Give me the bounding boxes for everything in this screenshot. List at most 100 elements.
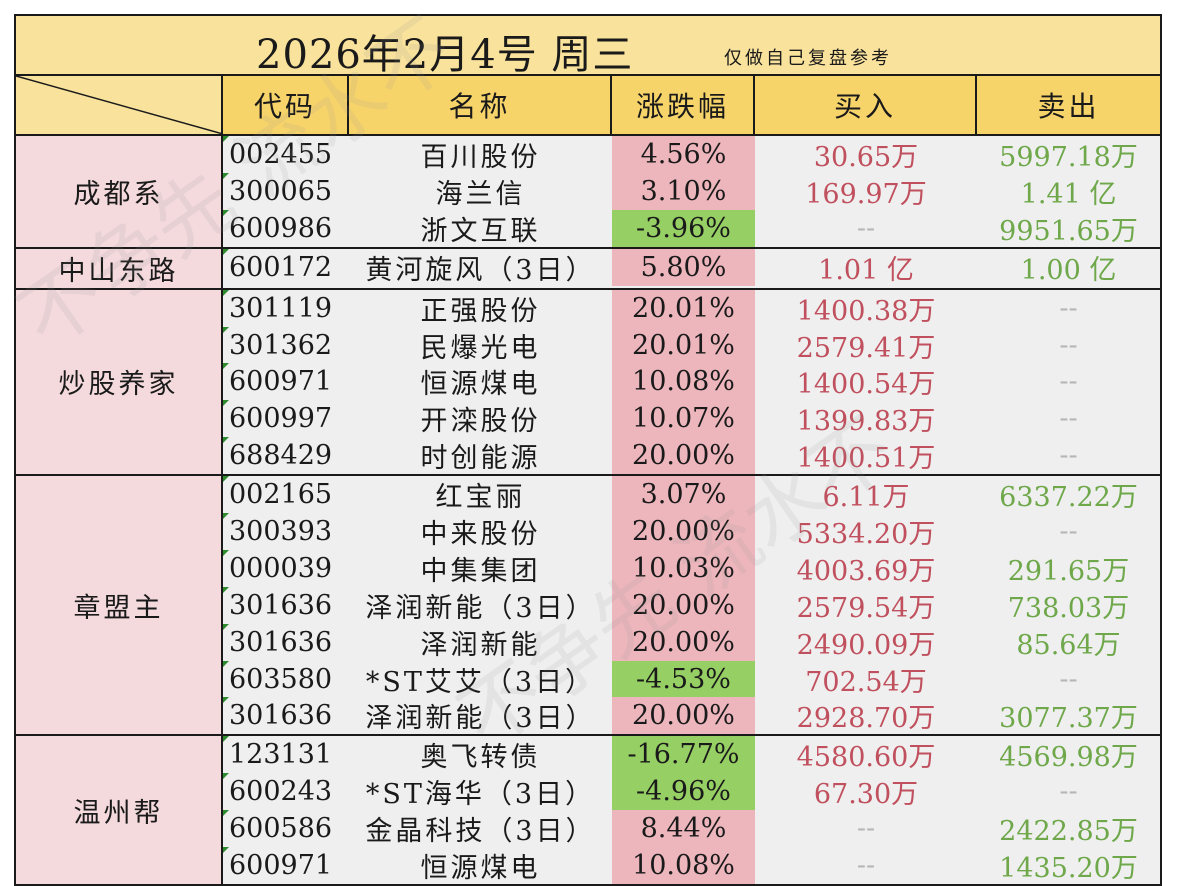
change-percent: 8.44%	[612, 810, 755, 848]
table-row: 301119 正强股份 20.01% 1400.38万 --	[223, 289, 1160, 327]
sell-amount: 9951.65万	[999, 215, 1138, 247]
stock-name: 正强股份	[420, 295, 541, 327]
stock-name: 金晶科技（3日）	[365, 816, 596, 848]
buy-amount: --	[856, 212, 876, 244]
table-row: 600971 恒源煤电 10.08% 1400.54万 --	[223, 363, 1160, 400]
change-percent: 5.80%	[612, 248, 755, 286]
group-block: 章盟主 002165 红宝丽 3.07% 6.11万 6337.22万 300393 中来股份…	[16, 476, 1160, 737]
page-subtitle: 仅做自己复盘参考	[724, 48, 892, 69]
group-block: 成都系 002455 百川股份 4.56% 30.65万 5997.18万 300065 海兰…	[16, 136, 1160, 249]
table-row: 600243 *ST海华（3日） -4.96% 67.30万 --	[223, 773, 1160, 810]
stock-name: *ST海华（3日）	[365, 779, 596, 811]
sell-amount: 85.64万	[1016, 629, 1121, 661]
group-label: 温州帮	[16, 736, 223, 884]
change-percent: 10.07%	[612, 400, 755, 438]
table-row: 600997 开滦股份 10.07% 1399.83万 --	[223, 400, 1160, 437]
stock-code: 600586	[223, 810, 349, 847]
sell-amount: --	[1059, 403, 1078, 435]
stock-code: 600172	[223, 248, 349, 286]
sell-amount: --	[1059, 440, 1078, 472]
stock-code: 002165	[223, 476, 349, 513]
buy-amount: 169.97万	[805, 178, 927, 210]
change-percent: 10.08%	[612, 847, 755, 884]
stock-code: 301636	[223, 697, 349, 734]
buy-amount: 1400.54万	[796, 369, 936, 401]
sell-amount: --	[1059, 292, 1078, 324]
group-block: 中山东路 600172 黄河旋风（3日） 5.80% 1.01 亿 1.00 亿	[16, 248, 1160, 290]
stock-code: 600997	[223, 400, 349, 437]
sell-amount: 291.65万	[1007, 555, 1130, 587]
group-block: 温州帮 123131 奥飞转债 -16.77% 4580.60万 4569.98万 6002…	[16, 736, 1160, 884]
sell-amount: 1.00 亿	[1020, 254, 1117, 286]
buy-amount: 2928.70万	[796, 703, 936, 735]
change-percent: 20.01%	[612, 289, 755, 327]
header-row: 代码 名称 涨跌幅 买入 卖出	[16, 76, 1160, 136]
corner-cell	[16, 76, 223, 134]
change-percent: -16.77%	[612, 736, 755, 774]
stock-name: 恒源煤电	[420, 852, 541, 884]
stock-code: 301119	[223, 289, 349, 327]
stock-name: 民爆光电	[420, 332, 541, 364]
stock-code: 300393	[223, 513, 349, 550]
stock-code: 600243	[223, 773, 349, 810]
buy-amount: 2490.09万	[796, 629, 936, 661]
sell-amount: --	[1059, 776, 1078, 808]
group-label: 章盟主	[16, 476, 223, 735]
sell-amount: --	[1059, 366, 1078, 398]
buy-amount: 4003.69万	[796, 555, 936, 587]
table-body: 成都系 002455 百川股份 4.56% 30.65万 5997.18万 300065 海兰…	[16, 136, 1160, 884]
table-row: 301362 民爆光电 20.01% 2579.41万 --	[223, 326, 1160, 364]
buy-amount: 2579.54万	[796, 592, 936, 624]
group-label: 成都系	[16, 136, 223, 247]
buy-amount: 1399.83万	[796, 406, 936, 438]
sell-amount: 5997.18万	[999, 141, 1138, 173]
stock-name: 中集集团	[420, 555, 541, 587]
table-row: 300065 海兰信 3.10% 169.97万 1.41 亿	[223, 172, 1160, 210]
change-percent: -4.53%	[612, 660, 755, 698]
table-row: 002455 百川股份 4.56% 30.65万 5997.18万	[223, 136, 1160, 173]
header-code: 代码	[223, 76, 349, 134]
sell-amount: 4569.98万	[999, 742, 1138, 774]
stock-code: 603580	[223, 660, 349, 698]
stock-name: 奥飞转债	[420, 742, 541, 774]
stock-name: 浙文互联	[420, 215, 541, 247]
stock-name: 恒源煤电	[420, 369, 541, 401]
buy-amount: 67.30万	[813, 779, 919, 811]
table-row: 301636 泽润新能（3日） 20.00% 2579.54万 738.03万	[223, 586, 1160, 624]
stock-name: 时创能源	[420, 443, 541, 475]
stock-name: 泽润新能（3日）	[365, 703, 596, 735]
table-row: 002165 红宝丽 3.07% 6.11万 6337.22万	[223, 476, 1160, 513]
header-sell: 卖出	[977, 76, 1160, 134]
group-label: 炒股养家	[16, 289, 223, 475]
table-row: 600971 恒源煤电 10.08% -- 1435.20万	[223, 847, 1160, 884]
stock-code: 301636	[223, 586, 349, 624]
header-buy: 买入	[755, 76, 977, 134]
buy-amount: 1400.38万	[796, 295, 936, 327]
buy-amount: 4580.60万	[796, 742, 936, 774]
stock-code: 300065	[223, 172, 349, 210]
group-label: 中山东路	[16, 248, 223, 288]
group-block: 炒股养家 301119 正强股份 20.01% 1400.38万 -- 301362 民爆光电…	[16, 289, 1160, 477]
change-percent: 10.08%	[612, 363, 755, 401]
change-percent: 20.00%	[612, 623, 755, 661]
buy-amount: 5334.20万	[796, 518, 936, 550]
stock-name: 海兰信	[435, 178, 526, 210]
table-row: 123131 奥飞转债 -16.77% 4580.60万 4569.98万	[223, 736, 1160, 773]
trading-table: 2026年2月4号 周三 仅做自己复盘参考 代码 名称 涨跌幅 买入 卖出 成都…	[14, 14, 1162, 886]
change-percent: 3.10%	[612, 172, 755, 210]
buy-amount: 1.01 亿	[818, 254, 914, 286]
sell-amount: --	[1059, 329, 1078, 361]
sell-amount: --	[1059, 663, 1078, 695]
change-percent: 20.00%	[612, 513, 755, 550]
stock-code: 123131	[223, 736, 349, 773]
sell-amount: 2422.85万	[999, 816, 1138, 848]
change-percent: -4.96%	[612, 773, 755, 811]
stock-name: 中来股份	[420, 518, 541, 550]
stock-name: 泽润新能	[420, 629, 541, 661]
change-percent: 20.00%	[612, 586, 755, 624]
stock-code: 000039	[223, 549, 349, 587]
table-row: 300393 中来股份 20.00% 5334.20万 --	[223, 513, 1160, 550]
table-row: 600986 浙文互联 -3.96% -- 9951.65万	[223, 209, 1160, 247]
sell-amount: 3077.37万	[999, 703, 1138, 735]
table-row: 301636 泽润新能 20.00% 2490.09万 85.64万	[223, 623, 1160, 661]
